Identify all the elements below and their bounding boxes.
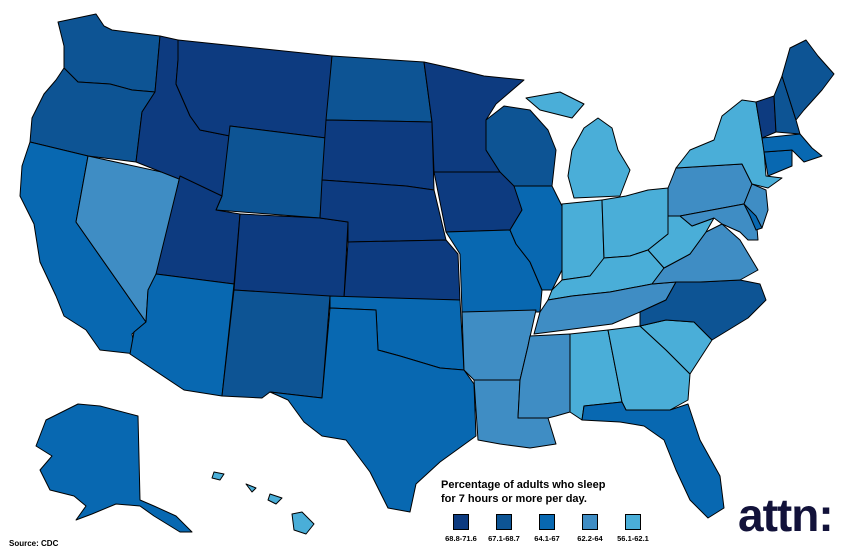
legend-item: 62.2-64 xyxy=(570,514,610,543)
legend-swatch xyxy=(539,514,555,530)
state-co xyxy=(233,213,349,299)
state-tx xyxy=(269,307,477,513)
state-sd xyxy=(321,119,435,191)
legend-item: 56.1-62.1 xyxy=(613,514,653,543)
state-nh xyxy=(773,75,801,135)
legend-swatch xyxy=(453,514,469,530)
legend-label: 56.1-62.1 xyxy=(617,534,649,543)
state-me xyxy=(781,39,835,121)
state-ct xyxy=(763,149,793,177)
legend-title-line2: for 7 hours or more per day. xyxy=(441,493,587,505)
attn-logo: attn: xyxy=(738,489,834,541)
legend-swatch xyxy=(582,514,598,530)
state-ak xyxy=(35,403,193,533)
state-wi xyxy=(485,105,557,187)
legend-item: 67.1-68.7 xyxy=(484,514,524,543)
legend-label: 64.1-67 xyxy=(534,534,560,543)
state-nd xyxy=(325,55,433,123)
legend-label: 67.1-68.7 xyxy=(488,534,520,543)
state-il xyxy=(509,185,563,291)
legend-title-line1: Percentage of adults who sleep xyxy=(441,479,606,491)
source-credit: Source: CDC xyxy=(9,539,59,548)
state-nm xyxy=(221,289,331,399)
state-fl xyxy=(581,401,725,519)
legend-item: 68.8-71.6 xyxy=(441,514,481,543)
legend-swatch xyxy=(625,514,641,530)
state-mi xyxy=(525,91,631,199)
legend-title: Percentage of adults who sleep for 7 hou… xyxy=(441,478,641,506)
state-ks xyxy=(343,239,461,301)
legend: 68.8-71.6 67.1-68.7 64.1-67 62.2-64 56.1… xyxy=(441,514,656,543)
state-nj xyxy=(743,183,769,229)
legend-item: 64.1-67 xyxy=(527,514,567,543)
legend-label: 62.2-64 xyxy=(577,534,603,543)
state-wy xyxy=(215,125,327,219)
state-hi xyxy=(211,471,315,535)
state-ma xyxy=(761,133,823,163)
legend-swatch xyxy=(496,514,512,530)
legend-label: 68.8-71.6 xyxy=(445,534,477,543)
state-mt xyxy=(175,39,333,139)
